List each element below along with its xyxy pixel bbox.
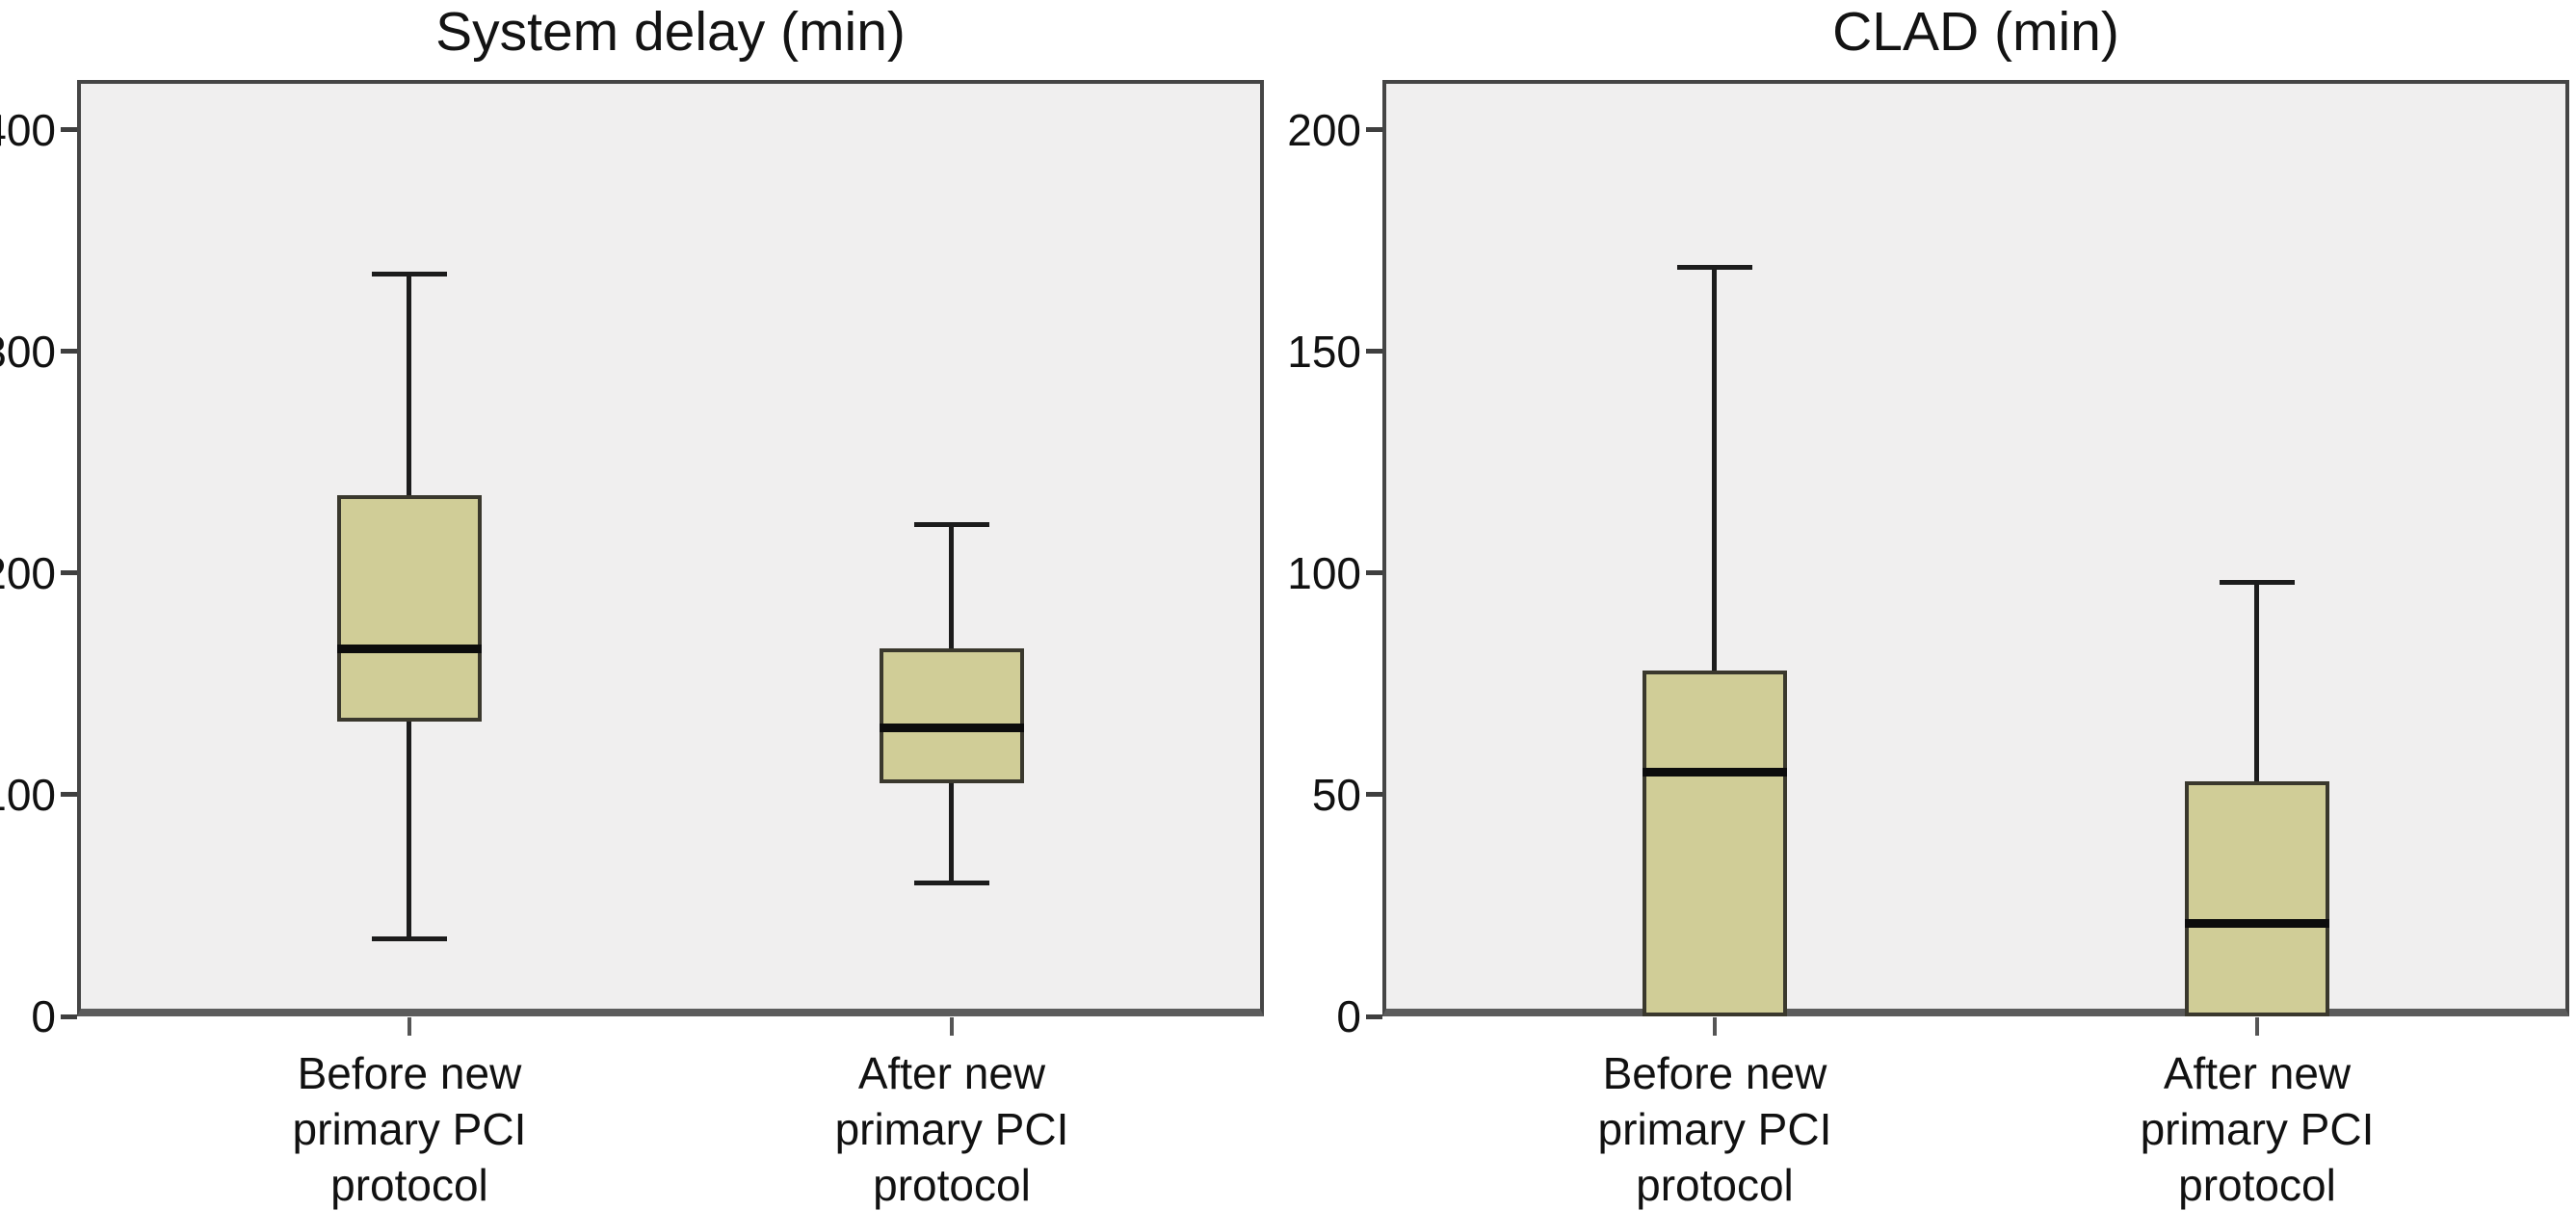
y-tick-label: 50	[1311, 769, 1361, 820]
y-tick-label: 150	[1287, 326, 1361, 377]
chart-title-system-delay: System delay (min)	[435, 1, 906, 63]
upper-whisker-line	[949, 524, 955, 649]
category-label-line: primary PCI	[834, 1104, 1069, 1154]
box	[1642, 671, 1787, 1016]
category-label: Before new primary PCI protocol	[226, 1045, 592, 1211]
category-label-line: After new	[2163, 1048, 2352, 1098]
upper-whisker-cap	[1676, 265, 1752, 271]
lower-whisker-line	[949, 783, 955, 883]
median-line	[2184, 918, 2329, 928]
y-tick-mark	[61, 349, 77, 355]
y-tick-mark	[61, 1014, 77, 1019]
lower-whisker-line	[407, 722, 412, 939]
y-tick-mark	[61, 127, 77, 133]
category-label: Before new primary PCI protocol	[1532, 1045, 1898, 1211]
category-label-line: primary PCI	[292, 1104, 527, 1154]
y-tick-label: 200	[0, 547, 56, 598]
upper-whisker-cap	[2219, 579, 2295, 585]
median-line	[1642, 768, 1787, 777]
upper-whisker-line	[407, 274, 412, 496]
y-tick-label: 0	[1336, 991, 1361, 1041]
category-label-line: Before new	[1602, 1048, 1827, 1098]
x-tick-mark	[407, 1017, 411, 1036]
category-label-line: primary PCI	[1597, 1104, 1832, 1154]
y-tick-label: 100	[1287, 547, 1361, 598]
y-tick-mark	[1366, 1014, 1382, 1019]
lower-whisker-cap	[913, 881, 989, 886]
y-tick-label: 0	[31, 991, 56, 1041]
category-label-line: Before new	[297, 1048, 522, 1098]
x-tick-mark	[1712, 1017, 1717, 1036]
box	[879, 648, 1024, 784]
upper-whisker-cap	[913, 521, 989, 527]
upper-whisker-line	[1712, 267, 1718, 671]
category-label-line: protocol	[330, 1160, 488, 1210]
y-tick-mark	[1366, 570, 1382, 576]
y-tick-label: 100	[0, 769, 56, 820]
category-label-line: After new	[857, 1048, 1046, 1098]
y-tick-mark	[1366, 792, 1382, 798]
y-tick-mark	[1366, 127, 1382, 133]
category-label-line: protocol	[1636, 1160, 1794, 1210]
upper-whisker-line	[2254, 582, 2260, 782]
category-label-line: protocol	[873, 1160, 1031, 1210]
y-tick-label: 200	[1287, 104, 1361, 155]
chart-title-clad: CLAD (min)	[1832, 1, 2119, 63]
category-label: After new primary PCI protocol	[769, 1045, 1135, 1211]
category-label-line: protocol	[2178, 1160, 2336, 1210]
x-tick-mark	[2254, 1017, 2259, 1036]
category-label: After new primary PCI protocol	[2074, 1045, 2440, 1211]
plot-area-system-delay	[77, 80, 1264, 1016]
upper-whisker-cap	[371, 271, 447, 276]
category-label-line: primary PCI	[2140, 1104, 2375, 1154]
y-tick-label: 400	[0, 104, 56, 155]
median-line	[879, 724, 1024, 733]
box	[336, 495, 482, 723]
plot-area-clad	[1382, 80, 2569, 1016]
y-tick-mark	[1366, 349, 1382, 355]
y-tick-label: 300	[0, 326, 56, 377]
y-tick-mark	[61, 570, 77, 576]
lower-whisker-cap	[371, 935, 447, 941]
median-line	[336, 644, 482, 653]
y-tick-mark	[61, 792, 77, 798]
x-tick-mark	[949, 1017, 954, 1036]
box	[2184, 781, 2329, 1016]
